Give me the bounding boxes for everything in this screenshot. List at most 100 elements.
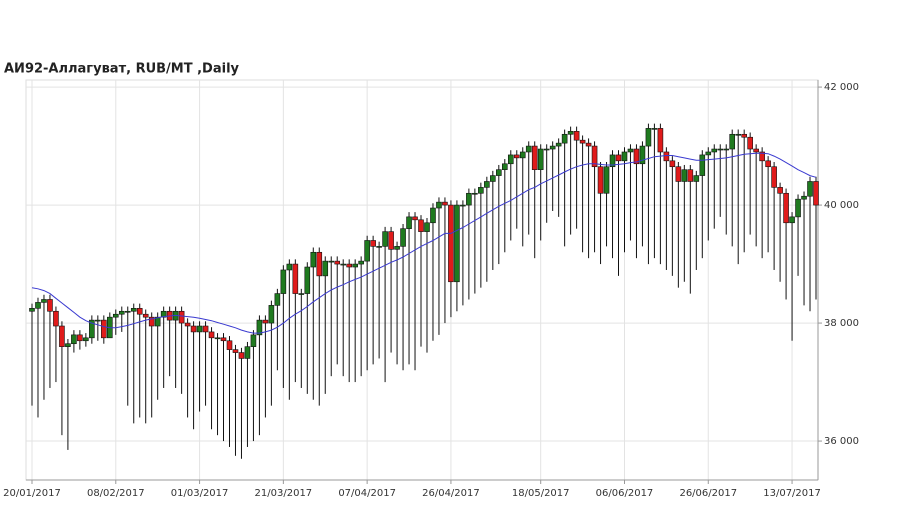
candle-body <box>352 263 358 268</box>
candle-body <box>747 136 753 150</box>
candle-body <box>777 187 783 194</box>
candle-body <box>118 310 125 315</box>
x-tick-label: 01/03/2017 <box>171 488 229 499</box>
candle-body <box>579 139 586 144</box>
x-tick-label: 07/04/2017 <box>338 488 396 499</box>
candle-body <box>525 145 532 153</box>
candle-body <box>543 148 550 151</box>
candle-body <box>130 308 137 312</box>
candle-body <box>35 302 41 309</box>
candle-body <box>549 145 556 150</box>
candle-body <box>537 148 544 170</box>
candle-body <box>735 133 741 136</box>
candle-body <box>382 231 388 247</box>
candle-body <box>675 166 682 182</box>
candle-body <box>310 251 317 268</box>
candle-body <box>603 166 610 194</box>
candle-body <box>370 240 376 247</box>
candle-body <box>346 263 352 268</box>
candle-body <box>412 216 418 221</box>
x-tick-label: 06/06/2017 <box>596 488 654 499</box>
candle-body <box>424 222 430 232</box>
candle-body <box>142 313 149 318</box>
candle-body <box>807 181 813 197</box>
candle-body <box>196 325 203 333</box>
candle-body <box>406 216 412 229</box>
candle-body <box>753 148 759 153</box>
candle-body <box>262 319 269 324</box>
candle-body <box>292 263 299 294</box>
candle-body <box>496 169 502 176</box>
y-tick-label: 42 000 <box>824 82 859 93</box>
candle-body <box>460 204 466 207</box>
x-tick-label: 13/07/2017 <box>763 488 821 499</box>
candle-body <box>286 263 293 271</box>
candle-body <box>591 145 598 168</box>
candle-body <box>621 151 628 162</box>
candle-body <box>801 195 807 200</box>
candle-body <box>651 128 658 130</box>
candle-body <box>304 266 311 294</box>
x-tick-label: 26/06/2017 <box>679 488 737 499</box>
candle-body <box>723 148 730 151</box>
candle-body <box>328 260 335 263</box>
candle-body <box>95 319 101 322</box>
candle-body <box>454 204 460 283</box>
candle-body <box>220 337 227 342</box>
candle-body <box>484 181 490 188</box>
candle-body <box>567 131 574 135</box>
candle-body <box>112 313 119 318</box>
candle-body <box>795 198 801 218</box>
candle-body <box>717 148 724 151</box>
plot-area <box>25 79 819 481</box>
moving-average <box>31 152 817 334</box>
candle-body <box>472 192 478 195</box>
candle-body <box>202 325 209 333</box>
candle-body <box>208 331 215 339</box>
candle-body <box>687 169 694 182</box>
candle-body <box>77 334 83 342</box>
candle-body <box>334 260 341 265</box>
y-tick-label: 40 000 <box>824 200 859 211</box>
candle-body <box>47 299 53 312</box>
x-tick-label: 20/01/2017 <box>3 488 61 499</box>
candle-body <box>376 246 382 248</box>
candle-body <box>771 166 777 188</box>
candle-body <box>531 145 538 170</box>
candle-body <box>160 310 167 318</box>
x-tick-label: 21/03/2017 <box>255 488 313 499</box>
candle-body <box>190 325 197 333</box>
candle-body <box>633 148 640 165</box>
candle-body <box>89 319 95 339</box>
candle-body <box>705 151 712 156</box>
candle-body <box>573 131 580 141</box>
candle-body <box>268 305 275 324</box>
y-tick-label: 38 000 <box>824 318 859 329</box>
candle-body <box>657 128 664 153</box>
candle-body <box>501 163 508 170</box>
candle-body <box>448 204 454 283</box>
candle-body <box>29 308 35 312</box>
chart-title: АИ92-Аллагуват, RUB/MT ,Daily <box>4 62 240 77</box>
candle-body <box>41 299 47 303</box>
candle-body <box>418 219 424 232</box>
candle-body <box>639 145 646 165</box>
candle-body <box>729 133 736 150</box>
candle-body <box>585 142 592 147</box>
x-tick-label: 08/02/2017 <box>87 488 145 499</box>
candle-body <box>663 151 670 162</box>
candle-body <box>364 240 370 262</box>
candle-body <box>436 201 442 209</box>
candle-body <box>280 269 287 294</box>
candle-body <box>645 128 652 147</box>
candle-body <box>250 334 257 347</box>
candle-body <box>711 148 718 153</box>
candle-body <box>83 337 89 342</box>
candle-body <box>71 334 77 345</box>
candle-body <box>693 175 700 182</box>
candle-body <box>430 207 436 224</box>
candle-body <box>597 166 604 194</box>
candle-body <box>154 316 161 327</box>
candle-body <box>322 260 329 277</box>
